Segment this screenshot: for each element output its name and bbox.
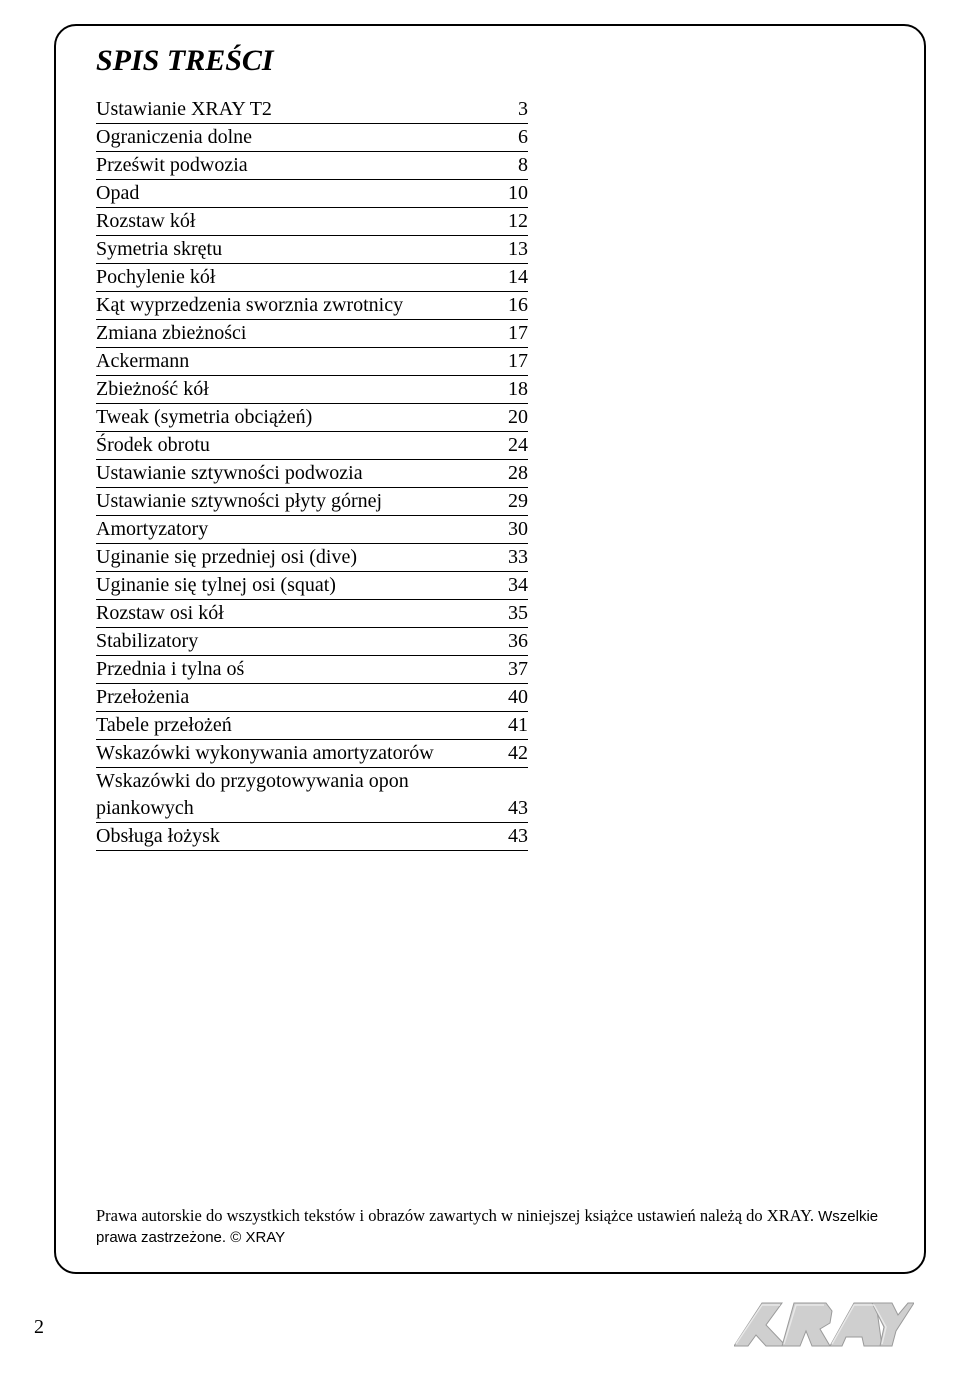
toc-row: Wskazówki wykonywania amortyzatorów42 xyxy=(96,740,528,768)
toc-row: Ustawianie sztywności podwozia28 xyxy=(96,460,528,488)
toc-page-number: 6 xyxy=(498,124,528,151)
toc-page-number: 43 xyxy=(498,795,528,822)
toc-row: Amortyzatory30 xyxy=(96,516,528,544)
toc-label: Prześwit podwozia xyxy=(96,152,498,179)
toc-row: Ustawianie XRAY T23 xyxy=(96,96,528,124)
spacer xyxy=(96,851,884,1205)
toc-row: Symetria skrętu13 xyxy=(96,236,528,264)
toc-row: Obsługa łożysk43 xyxy=(96,823,528,851)
toc-page-number: 18 xyxy=(498,376,528,403)
toc-label: Ustawianie XRAY T2 xyxy=(96,96,498,123)
toc-row: Opad10 xyxy=(96,180,528,208)
toc-row: Prześwit podwozia8 xyxy=(96,152,528,180)
copyright-notice: Prawa autorskie do wszystkich tekstów i … xyxy=(96,1205,884,1248)
toc-label: Pochylenie kół xyxy=(96,264,498,291)
toc-page-number: 8 xyxy=(498,152,528,179)
toc-label: Uginanie się przedniej osi (dive) xyxy=(96,544,498,571)
toc-row: Zmiana zbieżności17 xyxy=(96,320,528,348)
toc-row: Uginanie się tylnej osi (squat)34 xyxy=(96,572,528,600)
toc-page-number: 42 xyxy=(498,740,528,767)
toc-label: Zbieżność kół xyxy=(96,376,498,403)
toc-row: Uginanie się przedniej osi (dive)33 xyxy=(96,544,528,572)
toc-label: Ograniczenia dolne xyxy=(96,124,498,151)
toc-row: Zbieżność kół18 xyxy=(96,376,528,404)
toc-row: Przednia i tylna oś37 xyxy=(96,656,528,684)
toc-page-number: 3 xyxy=(498,96,528,123)
toc-label: Symetria skrętu xyxy=(96,236,498,263)
toc-label: Uginanie się tylnej osi (squat) xyxy=(96,572,498,599)
toc-label: Przełożenia xyxy=(96,684,498,711)
toc-label: Kąt wyprzedzenia sworznia zwrotnicy xyxy=(96,292,498,319)
toc-row: Rozstaw osi kół35 xyxy=(96,600,528,628)
toc-page-number: 17 xyxy=(498,320,528,347)
page-frame: SPIS TREŚCI Ustawianie XRAY T23Ogranicze… xyxy=(54,24,926,1274)
toc-page-number: 13 xyxy=(498,236,528,263)
toc-page-number: 14 xyxy=(498,264,528,291)
toc-label: Rozstaw osi kół xyxy=(96,600,498,627)
toc-label: Przednia i tylna oś xyxy=(96,656,498,683)
toc-page-number: 24 xyxy=(498,432,528,459)
toc-row: Ustawianie sztywności płyty górnej29 xyxy=(96,488,528,516)
toc-row: Tweak (symetria obciążeń)20 xyxy=(96,404,528,432)
toc-row: Stabilizatory36 xyxy=(96,628,528,656)
toc-page-number: 17 xyxy=(498,348,528,375)
toc-label: Wskazówki wykonywania amortyzatorów xyxy=(96,740,498,767)
toc-label: Rozstaw kół xyxy=(96,208,498,235)
toc-row: Pochylenie kół14 xyxy=(96,264,528,292)
toc-label: Środek obrotu xyxy=(96,432,498,459)
toc-page-number: 12 xyxy=(498,208,528,235)
toc-label: Ackermann xyxy=(96,348,498,375)
toc-page-number: 37 xyxy=(498,656,528,683)
toc-label: Stabilizatory xyxy=(96,628,498,655)
xray-logo xyxy=(734,1291,914,1361)
toc-page-number: 33 xyxy=(498,544,528,571)
toc-row: Środek obrotu24 xyxy=(96,432,528,460)
toc-row: Ackermann17 xyxy=(96,348,528,376)
toc-label: Amortyzatory xyxy=(96,516,498,543)
toc-page-number: 41 xyxy=(498,712,528,739)
toc-row: Wskazówki do przygotowywania opon pianko… xyxy=(96,768,528,823)
toc-page-number: 29 xyxy=(498,488,528,515)
copyright-line1: Prawa autorskie do wszystkich tekstów i … xyxy=(96,1206,818,1225)
toc-page-number: 35 xyxy=(498,600,528,627)
toc-label: Ustawianie sztywności płyty górnej xyxy=(96,488,498,515)
toc-label: Zmiana zbieżności xyxy=(96,320,498,347)
toc-page-number: 36 xyxy=(498,628,528,655)
toc-label: Wskazówki do przygotowywania opon pianko… xyxy=(96,768,498,822)
toc-page-number: 16 xyxy=(498,292,528,319)
toc-label: Tweak (symetria obciążeń) xyxy=(96,404,498,431)
toc-row: Kąt wyprzedzenia sworznia zwrotnicy16 xyxy=(96,292,528,320)
toc-label: Opad xyxy=(96,180,498,207)
toc-page-number: 43 xyxy=(498,823,528,850)
toc-row: Tabele przełożeń41 xyxy=(96,712,528,740)
toc-label: Obsługa łożysk xyxy=(96,823,498,850)
page-number: 2 xyxy=(34,1316,44,1339)
page-title: SPIS TREŚCI xyxy=(96,44,884,78)
toc-row: Rozstaw kół12 xyxy=(96,208,528,236)
toc-page-number: 20 xyxy=(498,404,528,431)
toc-row: Przełożenia40 xyxy=(96,684,528,712)
toc-label: Tabele przełożeń xyxy=(96,712,498,739)
table-of-contents: Ustawianie XRAY T23Ograniczenia dolne6Pr… xyxy=(96,96,528,851)
toc-page-number: 40 xyxy=(498,684,528,711)
toc-page-number: 34 xyxy=(498,572,528,599)
toc-page-number: 10 xyxy=(498,180,528,207)
toc-row: Ograniczenia dolne6 xyxy=(96,124,528,152)
toc-page-number: 28 xyxy=(498,460,528,487)
toc-page-number: 30 xyxy=(498,516,528,543)
toc-label: Ustawianie sztywności podwozia xyxy=(96,460,498,487)
